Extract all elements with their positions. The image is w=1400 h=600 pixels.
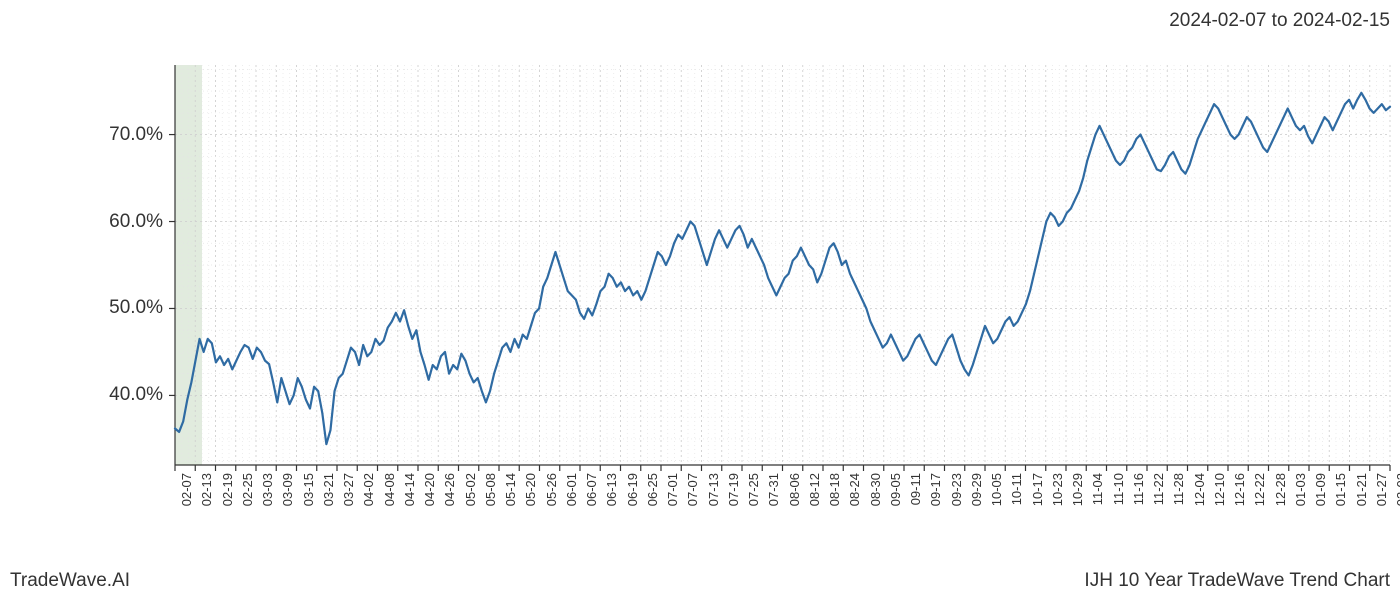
x-tick-label: 01-09 [1313,473,1328,506]
x-tick-label: 07-13 [706,473,721,506]
x-tick-label: 03-09 [280,473,295,506]
x-tick-label: 05-02 [463,473,478,506]
x-tick-label: 05-14 [503,473,518,506]
x-tick-label: 11-04 [1090,473,1105,505]
x-tick-label: 06-19 [625,473,640,506]
x-tick-label: 10-23 [1050,473,1065,506]
x-tick-label: 12-22 [1252,473,1267,506]
x-tick-label: 06-25 [645,473,660,506]
chart-svg [175,65,1390,465]
x-tick-label: 12-10 [1212,473,1227,506]
x-tick-label: 10-05 [989,473,1004,506]
plot-area [175,65,1390,465]
x-tick-label: 09-05 [888,473,903,506]
x-tick-label: 05-08 [483,473,498,506]
footer-brand: TradeWave.AI [10,570,130,592]
x-tick-label: 08-24 [847,473,862,506]
x-tick-label: 04-14 [402,473,417,506]
x-tick-label: 04-02 [361,473,376,506]
y-tick-label: 40.0% [109,384,163,406]
x-tick-label: 08-12 [807,473,822,506]
y-axis: 40.0% 50.0% 60.0% 70.0% [0,65,175,465]
x-tick-label: 09-17 [928,473,943,506]
y-tick-label: 70.0% [109,124,163,146]
x-tick-label: 07-07 [685,473,700,506]
x-tick-label: 12-16 [1232,473,1247,506]
x-tick-label: 05-20 [523,473,538,506]
x-tick-label: 07-31 [766,473,781,506]
x-tick-label: 06-01 [564,473,579,506]
date-range-label: 2024-02-07 to 2024-02-15 [1169,10,1390,32]
x-tick-label: 03-03 [260,473,275,506]
x-tick-label: 06-07 [584,473,599,506]
x-tick-label: 02-07 [179,473,194,506]
x-tick-label: 10-17 [1030,473,1045,506]
y-tick-label: 60.0% [109,211,163,233]
x-tick-label: 03-15 [301,473,316,506]
x-tick-label: 05-26 [544,473,559,506]
x-tick-label: 06-13 [604,473,619,506]
x-tick-label: 11-22 [1151,473,1166,505]
x-tick-label: 08-30 [868,473,883,506]
x-tick-label: 04-26 [442,473,457,506]
x-tick-label: 11-10 [1111,473,1126,505]
footer-title: IJH 10 Year TradeWave Trend Chart [1084,570,1390,592]
x-axis: 02-07 02-13 02-19 02-25 03-03 03-09 03-15 03-21… [175,465,1390,555]
x-tick-label: 02-13 [199,473,214,506]
x-tick-label: 07-01 [665,473,680,506]
x-tick-label: 03-27 [341,473,356,506]
x-tick-label: 07-25 [746,473,761,506]
x-tick-label: 07-19 [726,473,741,506]
x-tick-label: 03-21 [321,473,336,506]
x-tick-label: 12-28 [1273,473,1288,506]
x-tick-label: 11-16 [1131,473,1146,505]
x-tick-label: 08-18 [827,473,842,506]
x-tick-label: 02-25 [240,473,255,506]
x-tick-label: 10-29 [1070,473,1085,506]
x-tick-label: 12-04 [1192,473,1207,506]
x-tick-label: 09-23 [949,473,964,506]
x-tick-label: 01-27 [1374,473,1389,506]
x-tick-label: 08-06 [787,473,802,506]
x-tick-label: 01-15 [1333,473,1348,506]
y-tick-label: 50.0% [109,297,163,319]
x-tick-label: 09-11 [908,473,923,505]
x-tick-label: 01-21 [1354,473,1369,506]
x-tick-label: 04-20 [422,473,437,506]
x-tick-label: 09-29 [969,473,984,506]
x-tick-label: 11-28 [1171,473,1186,505]
chart-container: 2024-02-07 to 2024-02-15 40.0% 50.0% 60.0%… [0,0,1400,600]
x-tick-label: 10-11 [1009,473,1024,505]
x-tick-label: 04-08 [382,473,397,506]
x-tick-label: 01-03 [1293,473,1308,506]
x-tick-label: 02-02 [1394,473,1400,506]
x-tick-label: 02-19 [220,473,235,506]
